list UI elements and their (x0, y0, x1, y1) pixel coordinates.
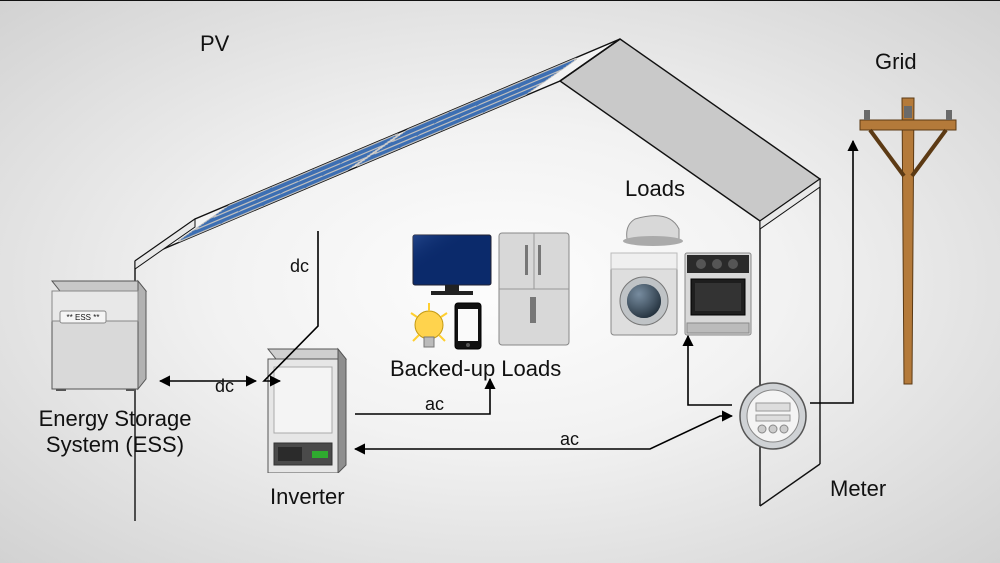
wire-inv_to_meter (355, 416, 732, 449)
pv-panel (214, 134, 398, 217)
dc-label-2: dc (215, 376, 234, 397)
ess-unit: ** ESS ** (38, 271, 148, 391)
grid-label: Grid (875, 49, 917, 75)
dc-label-1: dc (290, 256, 309, 277)
meter-label: Meter (830, 476, 886, 502)
ess-badge-text: ** ESS ** (67, 313, 100, 322)
inverter-label: Inverter (270, 484, 345, 510)
pv-panel (357, 83, 541, 166)
pv-label: PV (200, 31, 229, 57)
diagram-canvas: ** ESS ** (0, 0, 1000, 563)
wire-inv_to_bl (355, 379, 490, 414)
pv-panel (392, 59, 576, 142)
wire-meter_to_grid (810, 141, 853, 403)
pv-panel (196, 147, 380, 230)
pv-panel (178, 159, 362, 242)
ess-label: Energy Storage System (ESS) (20, 406, 210, 459)
backed-loads-label: Backed-up Loads (390, 356, 561, 382)
pv-panel (375, 71, 559, 154)
meter-unit (738, 381, 808, 451)
ac-label-2: ac (560, 429, 579, 450)
inverter-unit (262, 343, 347, 473)
utility-pole (858, 96, 958, 386)
wire-meter_to_loads (688, 336, 732, 405)
backed-up-loads-group (405, 231, 575, 351)
ac-label-1: ac (425, 394, 444, 415)
loads-group (605, 211, 755, 341)
loads-label: Loads (625, 176, 685, 202)
